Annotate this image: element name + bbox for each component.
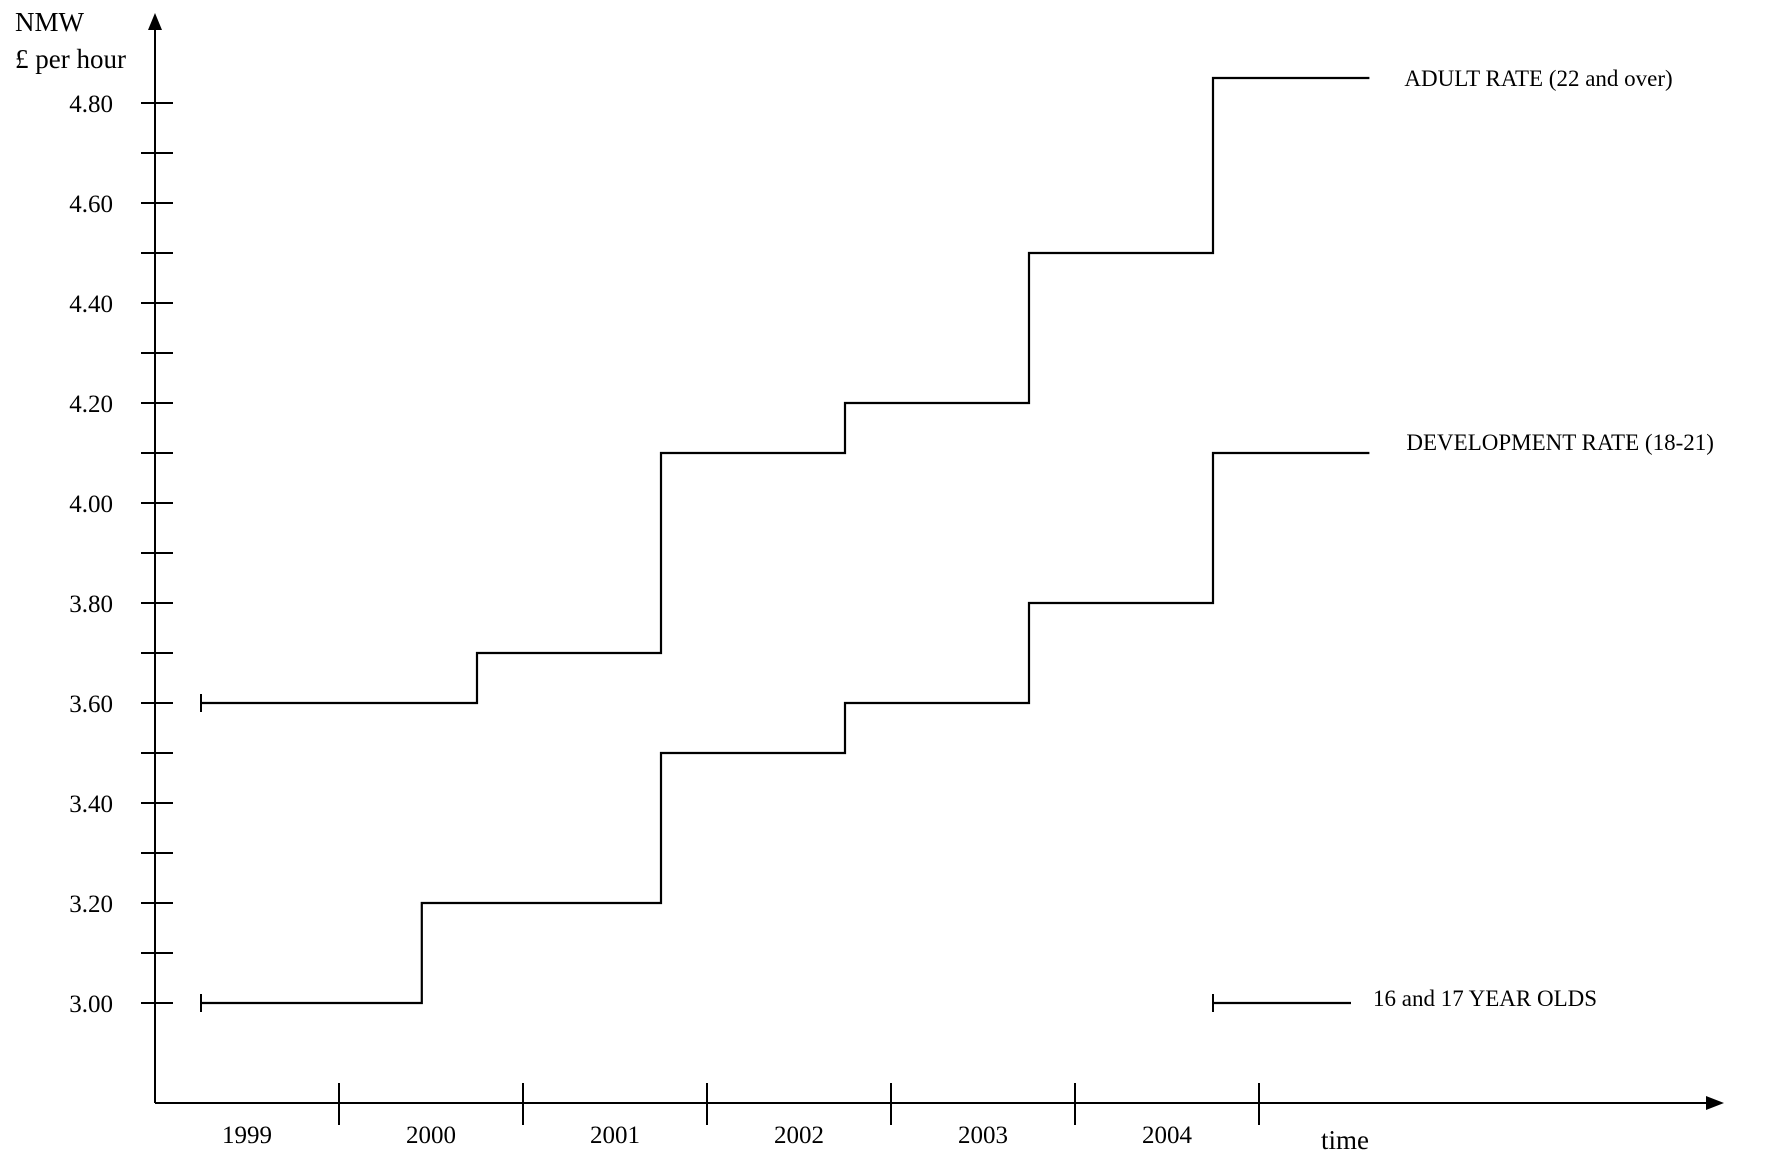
y-tick-label: 4.00 xyxy=(69,491,113,518)
y-tick-label: 4.80 xyxy=(69,91,113,118)
y-tick-label: 4.60 xyxy=(69,191,113,218)
x-tick-label: 2002 xyxy=(774,1122,824,1149)
y-tick-label: 3.00 xyxy=(69,991,113,1018)
y-ticks: 3.00 3.20 3.40 3.60 3.80 4.00 4.20 4.40 4.60 4.80 xyxy=(69,91,173,1018)
y-tick-label: 4.40 xyxy=(69,291,113,318)
x-axis-title: time xyxy=(1321,1125,1369,1155)
series-line xyxy=(201,451,1370,1005)
x-tick-label: 2003 xyxy=(958,1122,1008,1149)
y-axis-title-line2: £ per hour xyxy=(15,44,126,74)
series-label: 16 and 17 YEAR OLDS xyxy=(1373,986,1597,1011)
x-tick-label: 2004 xyxy=(1142,1122,1193,1149)
y-tick-label: 3.40 xyxy=(69,791,113,818)
x-tick-label: 2001 xyxy=(590,1122,640,1149)
y-tick-label: 3.60 xyxy=(69,691,113,718)
series-line xyxy=(201,76,1370,705)
x-tick-label: 1999 xyxy=(222,1122,272,1149)
x-tick-label: 2000 xyxy=(406,1122,456,1149)
y-tick-label: 3.80 xyxy=(69,591,113,618)
series-label: ADULT RATE (22 and over) xyxy=(1404,66,1672,91)
y-axis-arrow xyxy=(148,13,162,30)
x-axis-arrow xyxy=(1706,1096,1724,1110)
x-ticks: 1999 2000 2001 2002 2003 2004 xyxy=(222,1083,1260,1149)
y-tick-label: 3.20 xyxy=(69,891,113,918)
y-axis-title-line1: NMW xyxy=(15,7,85,37)
series-label: DEVELOPMENT RATE (18-21) xyxy=(1406,430,1714,455)
y-tick-label: 4.20 xyxy=(69,391,113,418)
series: ADULT RATE (22 and over) DEVELOPMENT RATE… xyxy=(200,66,1714,1012)
